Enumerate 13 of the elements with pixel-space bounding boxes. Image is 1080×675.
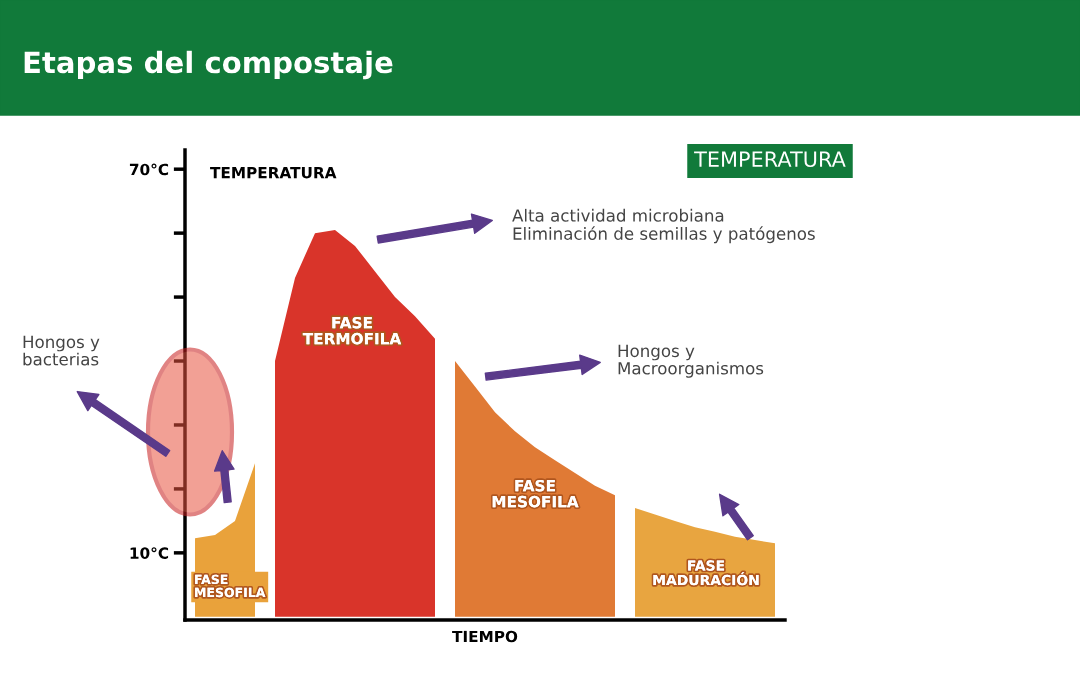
annotation: TEMPERATURA: [694, 151, 846, 168]
annotation: FASE MESOFILA: [492, 479, 579, 508]
annotation: Hongos y Macroorganismos: [618, 344, 764, 378]
annotation: FASE MADURACIÓN: [653, 560, 759, 586]
chart-title: Etapas del compostaje: [24, 50, 393, 80]
y-axis-title: TEMPERATURA: [210, 167, 337, 179]
annotation: FASE MESOFILA: [195, 574, 266, 598]
y-tick-label: 10°C: [130, 547, 169, 559]
annotation: Alta actividad microbiana Eliminación de semillas y patógenos: [512, 208, 815, 244]
y-tick-label: 70°C: [129, 163, 169, 176]
text: Hongos y bacterias: [23, 335, 100, 366]
x-axis-title: TIEMPO: [452, 630, 518, 643]
annotation: FASE TERMOFILA: [302, 316, 402, 345]
